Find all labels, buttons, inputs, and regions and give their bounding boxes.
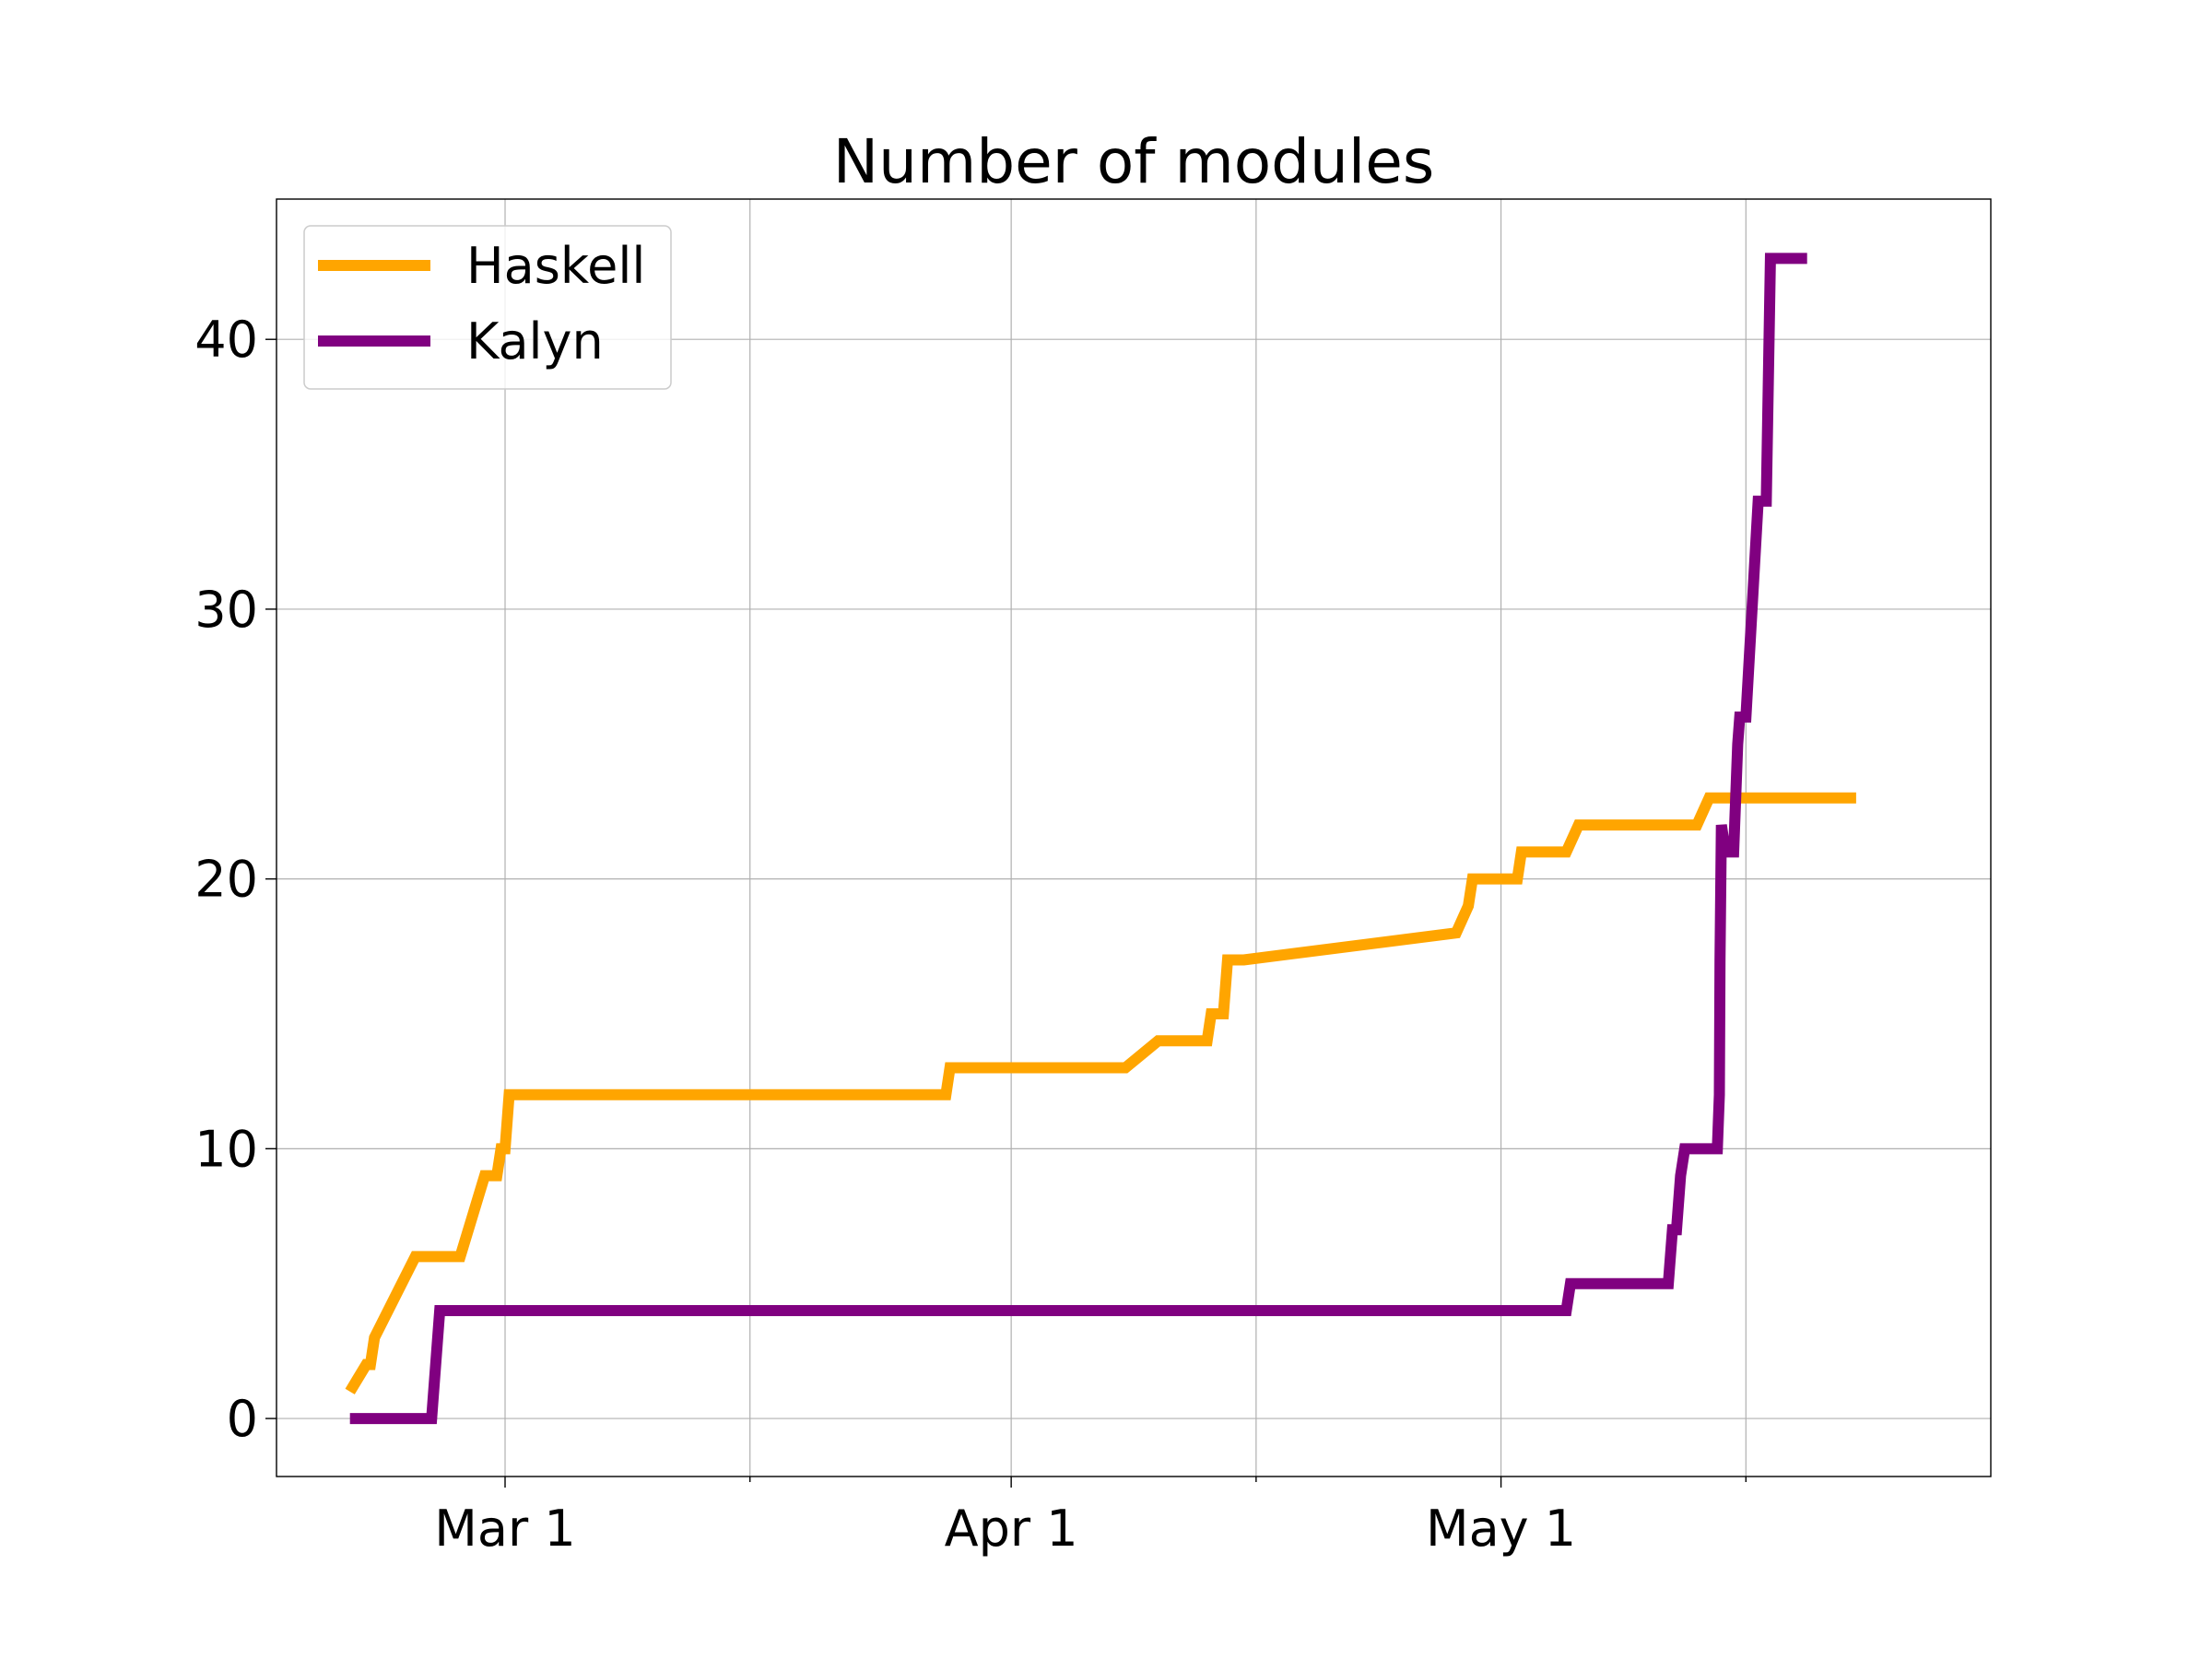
series-line-haskell (345, 792, 1856, 1394)
x-tick-label: Mar 1 (434, 1500, 575, 1558)
y-tick-label: 10 (194, 1120, 258, 1178)
y-tick-label: 40 (194, 311, 258, 369)
series-line-kalyn (349, 253, 1807, 1425)
y-tick-label: 20 (194, 851, 258, 909)
chart-title: Number of modules (833, 126, 1434, 197)
y-tick-label: 0 (227, 1390, 258, 1448)
x-tick-label: May 1 (1426, 1500, 1576, 1558)
legend: Haskell Kalyn (303, 225, 672, 390)
y-tick-label: 30 (194, 581, 258, 639)
legend-label-kalyn: Kalyn (466, 312, 604, 371)
plot-frame (276, 198, 1992, 1477)
series-lines (345, 253, 1856, 1425)
legend-label-haskell: Haskell (466, 237, 645, 295)
x-tick-label: Apr 1 (945, 1500, 1078, 1558)
axis-ticks: Mar 1 Apr 1 May 1 0 10 20 30 40 (194, 311, 1747, 1558)
